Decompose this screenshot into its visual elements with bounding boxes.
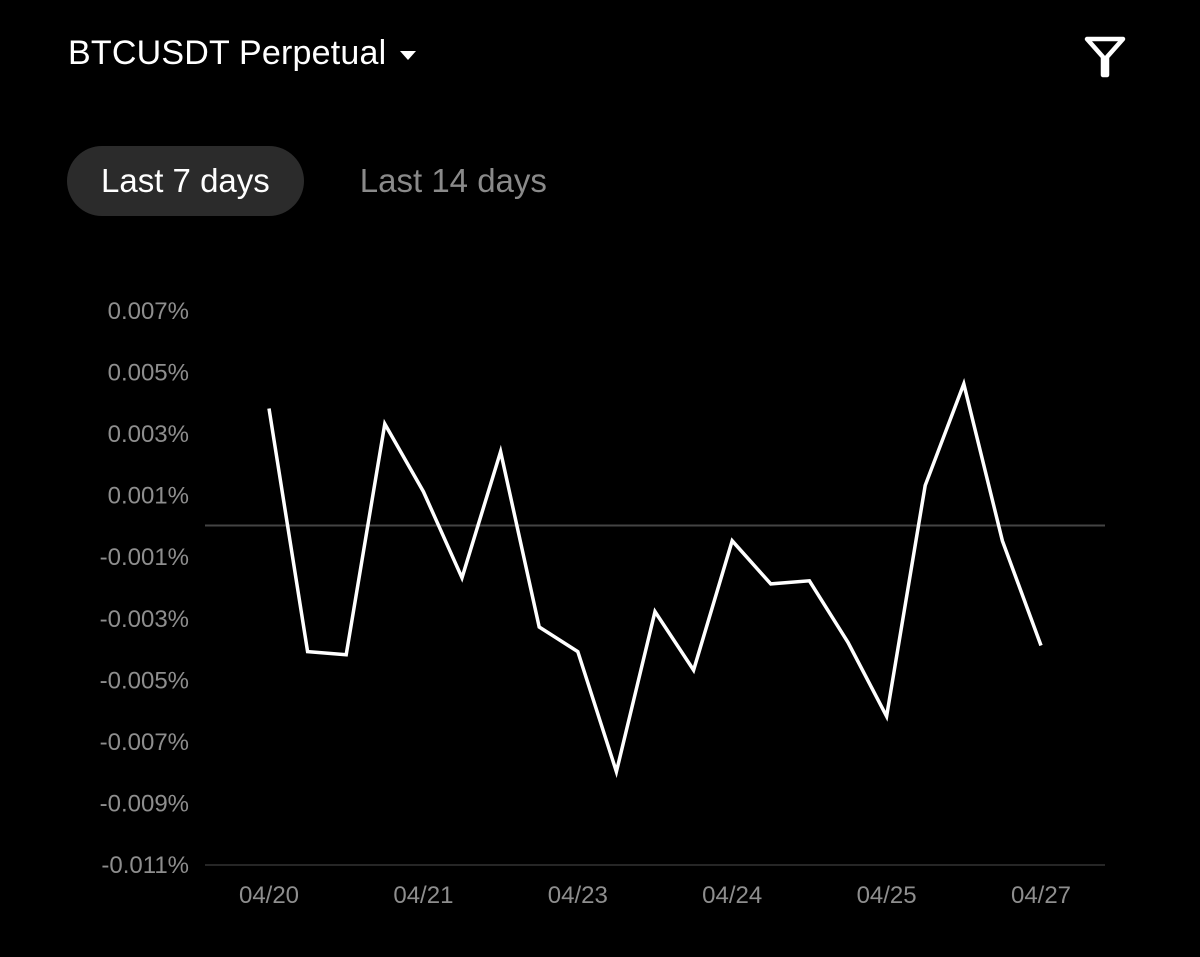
symbol-title: BTCUSDT Perpetual (68, 34, 387, 72)
y-tick-label: -0.003% (100, 606, 189, 633)
y-tick-label: 0.001% (108, 483, 189, 510)
funnel-filter-icon (1084, 36, 1126, 78)
y-tick-label: -0.007% (100, 729, 189, 756)
symbol-selector[interactable]: BTCUSDT Perpetual (68, 34, 417, 73)
y-tick-label: -0.011% (101, 852, 189, 879)
y-tick-label: -0.005% (100, 667, 189, 694)
tab-last-14-days[interactable]: Last 14 days (359, 162, 547, 199)
funding-rate-line (267, 378, 1043, 779)
y-tick-label: -0.001% (100, 544, 189, 571)
period-tabs: Last 7 days Last 14 days (67, 146, 547, 216)
x-tick-label: 04/24 (702, 882, 762, 909)
y-tick-label: 0.003% (108, 421, 189, 448)
caret-down-icon (400, 51, 417, 60)
y-tick-label: 0.007% (108, 298, 189, 325)
x-tick-label: 04/27 (1011, 882, 1071, 909)
x-tick-label: 04/25 (857, 882, 917, 909)
tab-last-7-days[interactable]: Last 7 days (67, 146, 304, 216)
x-tick-label: 04/21 (393, 882, 453, 909)
filter-button[interactable] (1083, 34, 1127, 80)
x-tick-label: 04/20 (239, 882, 299, 909)
x-tick-label: 04/23 (548, 882, 608, 909)
y-tick-label: 0.005% (108, 360, 189, 387)
y-tick-label: -0.009% (100, 790, 189, 817)
